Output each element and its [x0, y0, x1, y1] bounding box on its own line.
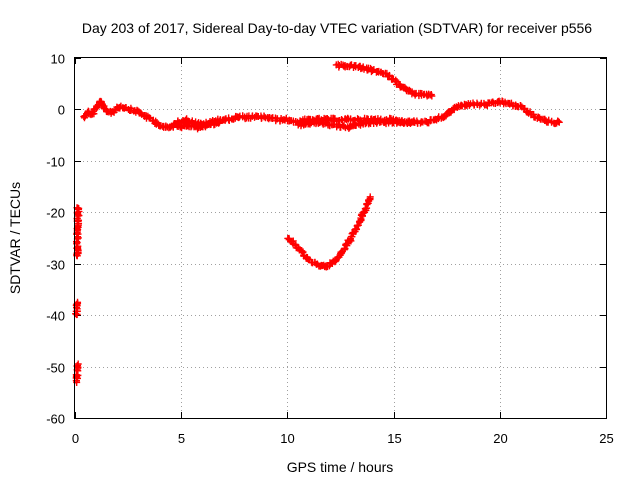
data-point — [215, 118, 223, 126]
data-point — [74, 249, 82, 257]
x-tick-label: 15 — [387, 431, 401, 446]
plot-frame — [74, 57, 607, 419]
x-tick-label: 20 — [493, 431, 507, 446]
y-tick-label: -60 — [46, 412, 65, 427]
data-point — [428, 92, 436, 100]
x-axis-label: GPS time / hours — [287, 459, 394, 475]
data-point — [235, 114, 243, 122]
data-point — [365, 118, 373, 126]
y-tick-label: 10 — [51, 52, 65, 67]
data-point — [516, 101, 524, 109]
chart-tick-labels: 0 5 10 15 20 25 -60 -50 -40 -30 -20 -10 0 10 — [46, 52, 614, 447]
x-tick-label: 10 — [280, 431, 294, 446]
data-point — [368, 67, 376, 75]
y-tick-label: -10 — [46, 155, 65, 170]
data-point — [72, 371, 80, 379]
chart-points — [72, 60, 563, 386]
data-point — [346, 123, 354, 131]
chart-title: Day 203 of 2017, Sidereal Day-to-day VTE… — [82, 20, 592, 36]
data-point — [373, 119, 381, 127]
x-tick-label: 25 — [599, 431, 613, 446]
y-tick-label: -30 — [46, 258, 65, 273]
data-point — [74, 234, 82, 242]
x-tick-label: 5 — [178, 431, 185, 446]
data-point — [411, 118, 419, 126]
y-tick-label: -20 — [46, 206, 65, 221]
y-tick-label: 0 — [58, 103, 65, 118]
data-point — [410, 117, 418, 125]
data-point — [74, 298, 82, 306]
x-tick-label: 0 — [72, 431, 79, 446]
y-axis-label: SDTVAR / TECUs — [7, 182, 23, 294]
data-point — [74, 360, 82, 368]
data-point — [555, 118, 563, 126]
y-tick-label: -50 — [46, 361, 65, 376]
data-point — [215, 119, 223, 127]
y-tick-label: -40 — [46, 309, 65, 324]
data-point — [366, 193, 374, 201]
